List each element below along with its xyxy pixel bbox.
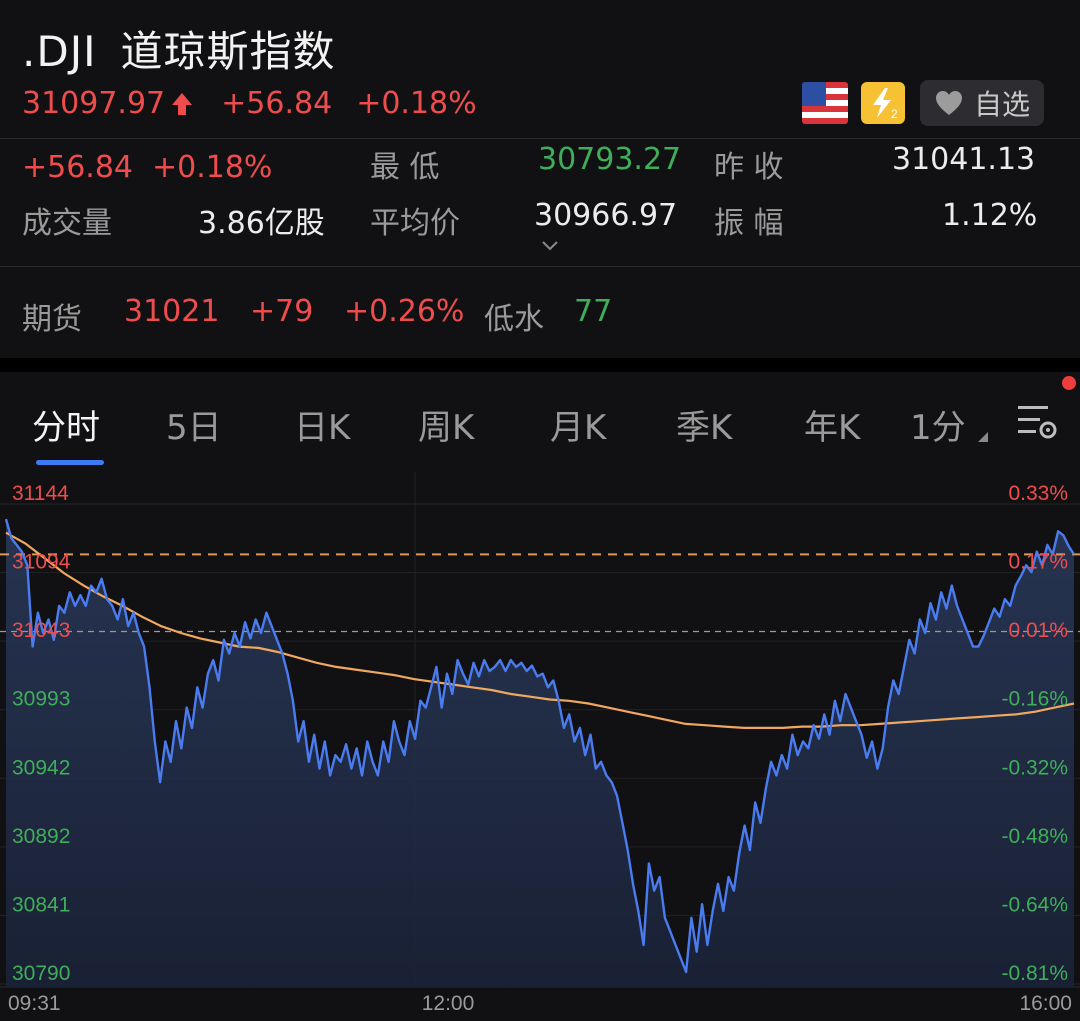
- y-axis-label-right: 0.33%: [1008, 482, 1068, 505]
- y-axis-label-left: 30841: [12, 893, 70, 916]
- average-price-line: [5, 531, 1075, 729]
- low-label: 最 低: [370, 150, 440, 185]
- favorite-label: 自选: [974, 88, 1031, 121]
- quote-title: .DJI 道琼斯指数: [22, 18, 335, 79]
- y-axis-label-right: 0.17%: [1008, 551, 1068, 574]
- basis-value: 77: [574, 294, 613, 329]
- y-axis-label-right: -0.81%: [1001, 962, 1068, 985]
- active-tab-indicator: [36, 460, 104, 465]
- y-axis-label-right: 0.01%: [1008, 619, 1068, 642]
- tab-yearly-k[interactable]: 年K: [804, 408, 861, 448]
- intraday-chart[interactable]: 31144 0.33% 31094 0.17% 31043 0.01% 30993 -0.16…: [0, 472, 1080, 1021]
- tab-weekly-k[interactable]: 周K: [418, 408, 475, 448]
- amplitude-value: 1.12%: [942, 198, 1038, 233]
- price-change-pct: +0.18%: [356, 86, 477, 121]
- svg-text:2: 2: [891, 107, 898, 121]
- y-axis-label-left: 31043: [12, 619, 70, 642]
- volume-value: 3.86亿股: [198, 206, 325, 241]
- basis-label: 低水: [484, 302, 544, 337]
- y-axis-label-right: -0.32%: [1001, 756, 1068, 779]
- y-axis-label-right: -0.16%: [1001, 688, 1068, 711]
- tab-intraday[interactable]: 分时: [32, 408, 100, 448]
- tab-5day[interactable]: 5日: [166, 408, 222, 448]
- x-axis-label: 12:00: [422, 992, 475, 1015]
- stats-panel: +56.84 +0.18% 最 低 30793.27 昨 收 31041.13 …: [0, 140, 1080, 260]
- prev-close-value: 31041.13: [892, 142, 1036, 177]
- y-axis-label-left: 30993: [12, 688, 70, 711]
- avg-price-value: 30966.97: [534, 198, 678, 233]
- heart-icon: [936, 91, 962, 115]
- futures-label: 期货: [22, 302, 82, 337]
- price-line: [4, 518, 1076, 974]
- last-price: 31097.97: [22, 86, 166, 121]
- amplitude-label: 振 幅: [714, 206, 784, 241]
- tab-daily-k[interactable]: 日K: [294, 408, 351, 448]
- add-favorite-button[interactable]: 自选: [920, 80, 1044, 126]
- stats-change: +56.84: [22, 150, 134, 185]
- x-axis-label: 09:31: [8, 992, 61, 1015]
- futures-change: +79: [250, 294, 314, 329]
- chart-settings-icon[interactable]: [1016, 402, 1060, 442]
- ticker-symbol: .DJI: [22, 27, 97, 76]
- futures-price: 31021: [124, 294, 220, 329]
- divider: [0, 138, 1080, 139]
- y-axis-label-left: 31094: [12, 551, 71, 574]
- y-axis-label-right: -0.48%: [1001, 825, 1068, 848]
- price-row: 31097.97 +56.84 +0.18%: [22, 86, 501, 121]
- y-axis-label-right: -0.64%: [1001, 893, 1068, 916]
- section-separator: [0, 358, 1080, 372]
- tab-monthly-k[interactable]: 月K: [550, 408, 607, 448]
- volume-label: 成交量: [22, 206, 112, 241]
- chart-period-tabs: 分时 5日 日K 周K 月K 季K 年K 1分: [0, 372, 1080, 470]
- avg-price-label: 平均价: [370, 206, 460, 241]
- notification-dot: [1062, 376, 1076, 390]
- us-flag-icon[interactable]: [802, 82, 848, 124]
- lightning-l2-icon[interactable]: 2: [861, 82, 905, 124]
- y-axis-label-left: 30790: [12, 962, 70, 985]
- index-name: 道琼斯指数: [120, 27, 336, 76]
- divider: [0, 266, 1080, 267]
- dropdown-triangle-icon: [978, 432, 988, 442]
- chevron-down-icon[interactable]: [540, 240, 560, 252]
- stats-change-pct: +0.18%: [152, 150, 273, 185]
- tab-1min[interactable]: 1分: [910, 408, 966, 448]
- intraday-chart-svg: 31144 0.33% 31094 0.17% 31043 0.01% 30993 -0.16…: [0, 472, 1080, 1015]
- y-axis-label-left: 30892: [12, 825, 70, 848]
- low-value: 30793.27: [538, 142, 682, 177]
- price-area-fill: [6, 519, 1074, 987]
- prev-close-label: 昨 收: [714, 150, 784, 185]
- tab-quarterly-k[interactable]: 季K: [676, 408, 733, 448]
- y-axis-label-left: 31144: [12, 482, 69, 505]
- futures-change-pct: +0.26%: [344, 294, 465, 329]
- x-axis-label: 16:00: [1019, 992, 1072, 1015]
- y-axis-label-left: 30942: [12, 756, 70, 779]
- up-arrow-icon: [171, 92, 193, 115]
- price-change: +56.84: [221, 86, 333, 121]
- quote-header: .DJI 道琼斯指数 31097.97 +56.84 +0.18% 2 自选 +5…: [0, 0, 1080, 360]
